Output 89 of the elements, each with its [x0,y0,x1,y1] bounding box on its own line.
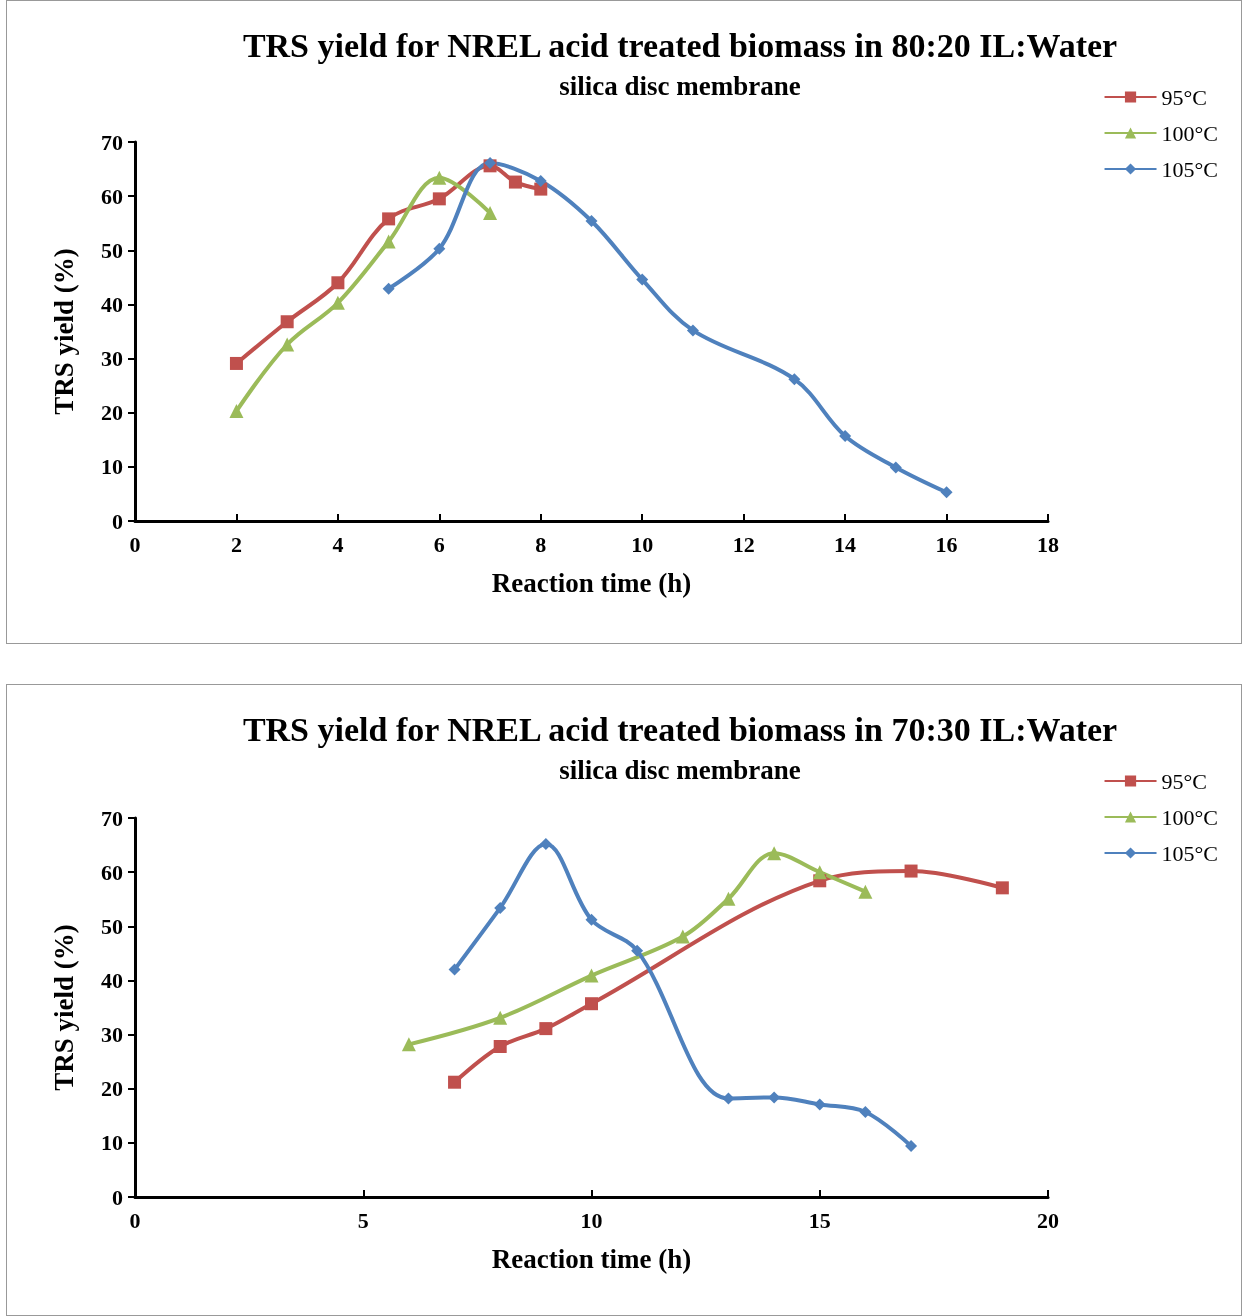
point [381,234,396,249]
y-tick-label: 30 [101,346,123,372]
point [229,356,243,370]
point [432,170,447,185]
point [534,182,548,196]
point [494,901,507,914]
point [889,461,902,474]
point [631,944,644,957]
x-tick-label: 12 [732,531,755,557]
y-tick-label: 60 [101,183,123,209]
x-tick-label: 10 [631,531,654,557]
y-tick-label: 20 [101,400,123,426]
point [433,242,446,255]
point [448,1075,462,1089]
point [280,337,295,352]
point [539,1022,553,1036]
point [280,315,294,329]
y-tick-label: 30 [101,1022,123,1048]
point [229,404,244,419]
x-tick-label: 2 [230,531,242,557]
chart-title: TRS yield for NREL acid treated biomass in 70:30 IL:Water [242,710,1118,748]
x-tick-label: 6 [433,531,445,557]
point [788,373,801,386]
point [483,205,498,220]
point [904,864,918,878]
chart-subtitle: silica disc membrane [559,754,801,785]
y-tick-label: 70 [101,129,123,155]
chart-title: TRS yield for NREL acid treated biomass in 80:20 IL:Water [242,26,1118,64]
legend-label: 95°C [1161,768,1208,794]
y-tick-label: 50 [101,237,123,263]
point [584,968,599,983]
point [675,929,690,944]
point [585,913,598,926]
x-tick-label: 10 [580,1207,603,1233]
y-tick-label: 20 [101,1076,123,1102]
y-axis-title: TRS yield (%) [48,248,79,415]
point [636,273,649,286]
point [858,884,873,899]
point [382,212,396,226]
point [767,846,782,861]
y-axis-title: TRS yield (%) [48,924,79,1091]
point [995,881,1009,895]
x-tick-label: 16 [935,531,958,557]
legend-label: 100°C [1161,804,1219,830]
point [331,276,345,290]
legend-label: 95°C [1161,84,1208,110]
point [508,175,522,189]
x-tick-label: 8 [535,531,547,557]
point [940,486,953,499]
point [813,1098,826,1111]
x-tick-label: 5 [357,1207,369,1233]
point [686,324,699,337]
x-tick-label: 20 [1037,1207,1059,1233]
point [721,891,736,906]
point [448,963,461,976]
y-tick-label: 40 [101,967,123,993]
x-axis-title: Reaction time (h) [491,567,692,598]
point [812,865,827,880]
point [905,1140,918,1153]
point [839,430,852,442]
x-tick-label: 15 [808,1207,831,1233]
x-tick-label: 0 [129,1207,141,1233]
y-tick-label: 50 [101,913,123,939]
point [585,997,598,1011]
y-tick-label: 70 [101,805,123,831]
y-tick-label: 0 [112,1184,123,1210]
legend-label: 105°C [1161,156,1219,182]
y-tick-label: 60 [101,859,123,885]
y-tick-label: 0 [112,508,123,534]
x-axis-title: Reaction time (h) [491,1243,692,1274]
legend-label: 105°C [1161,840,1219,866]
point [401,1037,416,1052]
x-tick-label: 4 [332,531,344,557]
x-tick-label: 18 [1037,531,1059,557]
point [539,837,552,850]
x-tick-label: 14 [834,531,857,557]
point [432,192,446,206]
y-tick-label: 10 [101,454,123,480]
point [859,1106,872,1118]
point [585,215,598,228]
chart-subtitle: silica disc membrane [559,70,801,101]
y-tick-label: 40 [101,291,123,317]
point [493,1039,507,1053]
x-tick-label: 0 [129,531,141,557]
point [382,282,395,295]
legend-label: 100°C [1161,120,1219,146]
point [534,174,547,187]
point [493,1010,508,1025]
y-tick-label: 10 [101,1130,123,1156]
